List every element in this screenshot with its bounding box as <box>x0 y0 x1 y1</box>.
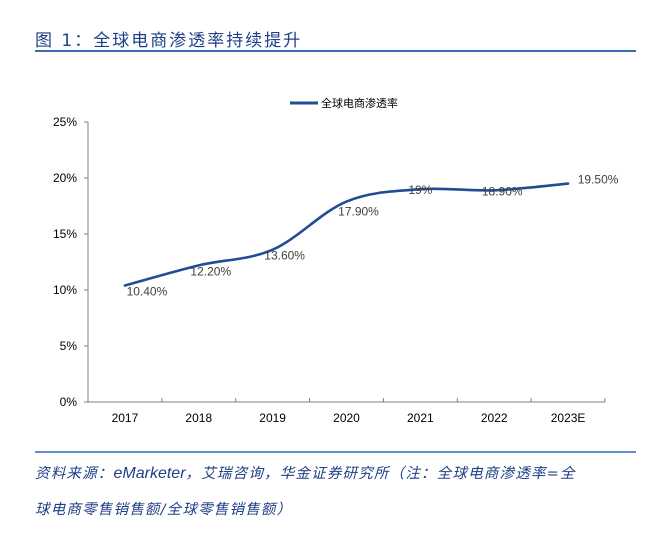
y-tick-label: 25% <box>53 115 77 129</box>
data-label: 12.20% <box>190 264 231 278</box>
data-label: 19.50% <box>578 173 619 187</box>
source-line-2: 球电商零售销售额/全球零售销售额） <box>35 502 293 518</box>
y-tick-label: 15% <box>53 227 77 241</box>
data-label: 19% <box>408 183 432 197</box>
x-tick-label: 2023E <box>551 411 586 425</box>
legend: 全球电商渗透率 <box>290 96 398 110</box>
source-prefix: 资料来源： <box>35 466 114 482</box>
x-tick-label: 2020 <box>333 411 360 425</box>
y-tick-label: 5% <box>60 339 78 353</box>
series-layer <box>123 182 570 287</box>
source-separator <box>35 451 636 453</box>
x-tick-label: 2021 <box>407 411 434 425</box>
axes: 0% 5% 10% 15% 20% 25% 2017 2018 2019 2020 2021 2022… <box>53 115 606 425</box>
source-emarketer: eMarketer <box>113 465 186 482</box>
data-label: 17.90% <box>338 205 379 219</box>
data-label: 18.90% <box>482 184 523 198</box>
figure-label: 图 1： <box>35 31 94 51</box>
x-tick-label: 2022 <box>481 411 508 425</box>
y-tick-label: 10% <box>53 283 77 297</box>
data-label: 10.40% <box>127 285 168 299</box>
x-tick-label: 2017 <box>112 411 139 425</box>
line-chart: 全球电商渗透率 0% 5% 10% 15% 20% 25% 2017 2018 2019 2020… <box>53 96 619 425</box>
figure-title-text: 全球电商渗透率持续提升 <box>93 31 303 51</box>
x-tick-label: 2019 <box>259 411 286 425</box>
source-rest: ，艾瑞咨询，华金证券研究所（注：全球电商渗透率=全 <box>185 466 576 482</box>
figure-title: 图 1：全球电商渗透率持续提升 <box>35 26 302 51</box>
y-tick-label: 20% <box>53 171 77 185</box>
source-line-1: 资料来源：eMarketer，艾瑞咨询，华金证券研究所（注：全球电商渗透率=全 <box>35 462 576 483</box>
data-labels: 10.40% 12.20% 13.60% 17.90% 19% 18.90% 19.50% <box>127 173 619 299</box>
title-underline <box>35 50 636 52</box>
legend-label: 全球电商渗透率 <box>321 96 398 110</box>
data-label: 13.60% <box>264 249 305 263</box>
x-tick-label: 2018 <box>185 411 212 425</box>
y-tick-label: 0% <box>60 395 78 409</box>
